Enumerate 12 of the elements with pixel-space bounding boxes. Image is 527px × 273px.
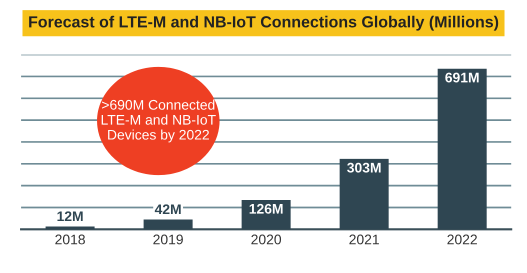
x-tick-label: 2020 [251,234,282,244]
x-tick-label: 2021 [349,234,379,244]
data-label: 303M [347,162,381,173]
data-label: 12M [57,211,83,222]
annotation: >690M Connected LTE-M and NB-IoT Devices by 2022 [102,100,216,142]
x-tick-label: 2018 [55,234,85,244]
data-label: 126M [250,204,283,214]
data-label: 42M [154,204,181,214]
chart-title: Forecast of LTE-M and NB-IoT Connections Globally (Millions) [29,16,498,31]
x-tick-label: 2019 [153,234,183,244]
data-label: 691M [445,72,479,82]
x-tick-label: 2022 [447,234,477,244]
